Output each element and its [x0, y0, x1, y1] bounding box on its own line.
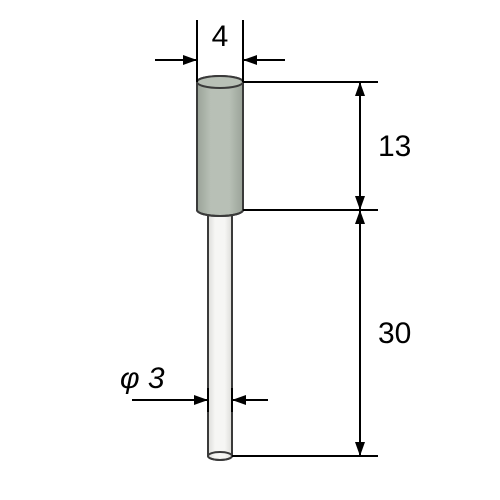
dim-head-diameter-value: 4: [212, 20, 229, 53]
grinding-head: [197, 76, 243, 216]
dim-shaft-length-value: 30: [378, 317, 411, 350]
dim-head-length-value: 13: [378, 130, 411, 163]
part: [197, 76, 243, 460]
dim-shaft-diameter-value: φ 3: [120, 362, 165, 395]
dim-head-diameter: 4: [155, 20, 285, 82]
dim-shaft-diameter: φ 3: [120, 362, 268, 412]
dim-head-length: 13: [243, 82, 411, 210]
shaft: [208, 210, 232, 460]
dim-shaft-length: 30: [232, 210, 411, 456]
dimensions: 4 13 30 φ 3: [120, 20, 411, 456]
